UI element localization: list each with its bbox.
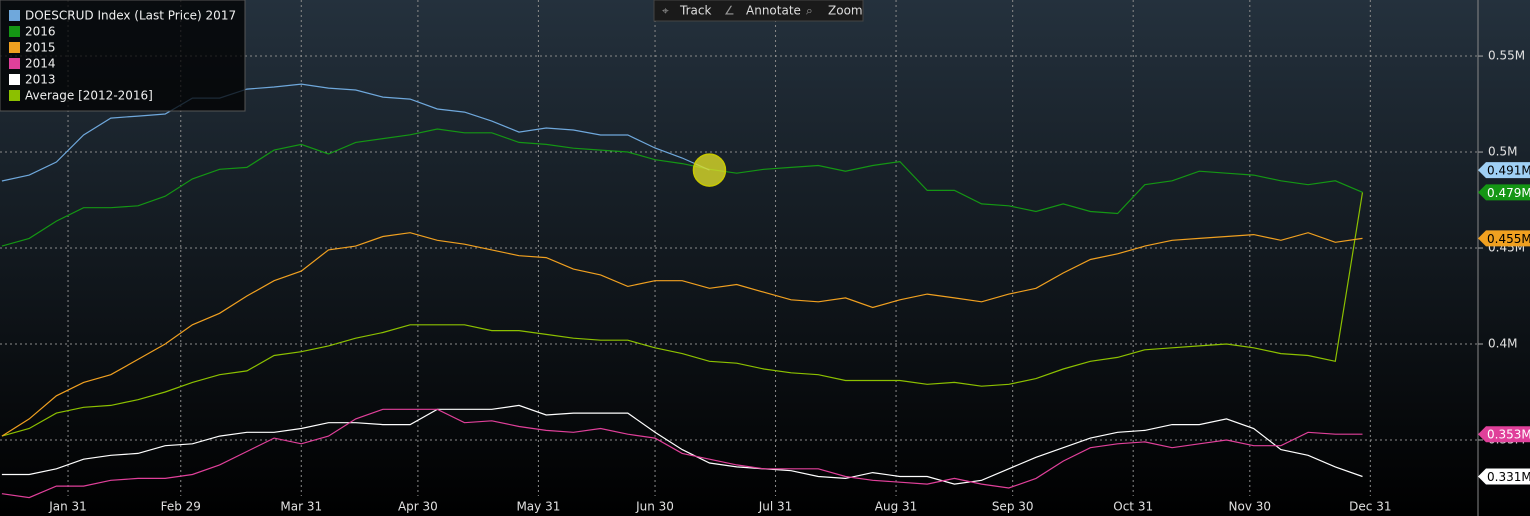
end-label: 0.491M [1487, 164, 1530, 178]
y-tick-label: 0.5M [1488, 145, 1517, 159]
legend-label: Average [2012-2016] [25, 89, 153, 103]
y-tick-label: 0.55M [1488, 49, 1525, 63]
legend-label: 2014 [25, 57, 56, 71]
series-line [1, 192, 1364, 437]
toolbar-label: Annotate [746, 4, 801, 18]
end-label: 0.331M [1487, 470, 1530, 484]
legend-swatch [9, 42, 20, 53]
legend-label: DOESCRUD Index (Last Price) 2017 [25, 9, 236, 23]
series-line [1, 404, 1363, 485]
legend-label: 2013 [25, 73, 56, 87]
end-label: 0.479M [1487, 186, 1530, 200]
toolbar-button[interactable]: ⌕ Zoom [806, 4, 863, 18]
series-line [1, 83, 710, 182]
toolbar-icon: ∠ [724, 4, 735, 18]
legend: DOESCRUD Index (Last Price) 2017 2016 2015… [0, 0, 246, 112]
legend-label: 2015 [25, 41, 56, 55]
x-tick-label: Jun 30 [635, 500, 674, 514]
x-tick-label: Dec 31 [1349, 500, 1391, 514]
end-label-tag [1478, 426, 1530, 443]
toolbar-button[interactable]: ∠ Annotate [724, 4, 801, 18]
x-tick-label: Oct 31 [1113, 500, 1153, 514]
legend-box [0, 0, 246, 112]
series-line [1, 128, 1363, 247]
x-tick-label: Nov 30 [1229, 500, 1272, 514]
toolbar-box [653, 0, 864, 22]
end-label: 0.455M [1487, 232, 1530, 246]
end-label-tag [1478, 230, 1530, 247]
x-tick-label: Aug 31 [875, 500, 918, 514]
toolbar-label: Zoom [828, 4, 863, 18]
end-label-tag [1478, 184, 1530, 201]
legend-swatch [9, 74, 20, 85]
end-label-tag [1478, 162, 1530, 179]
legend-swatch [9, 10, 20, 21]
toolbar-icon: ⌖ [662, 4, 669, 18]
x-tick-label: Feb 29 [161, 500, 201, 514]
end-label: 0.353M [1487, 428, 1530, 442]
y-tick-label: 0.4M [1488, 337, 1517, 351]
toolbar-label: Track [679, 4, 711, 18]
toolbar: ⌖ Track ∠ Annotate ⌕ Zoom [653, 0, 864, 22]
series-line [1, 408, 1363, 499]
legend-swatch [9, 90, 20, 101]
legend-swatch [9, 58, 20, 69]
x-tick-label: Jul 31 [758, 500, 793, 514]
toolbar-icon: ⌕ [806, 4, 813, 18]
x-tick-label: May 31 [516, 500, 560, 514]
series-line [1, 232, 1363, 437]
legend-swatch [9, 26, 20, 37]
x-tick-label: Jan 31 [48, 500, 87, 514]
legend-label: 2016 [25, 25, 56, 39]
end-label-tag [1478, 468, 1530, 485]
toolbar-button[interactable]: ⌖ Track [662, 4, 711, 18]
x-tick-label: Mar 31 [280, 500, 322, 514]
track-marker [692, 153, 727, 187]
x-tick-label: Sep 30 [992, 500, 1034, 514]
x-tick-label: Apr 30 [398, 500, 438, 514]
